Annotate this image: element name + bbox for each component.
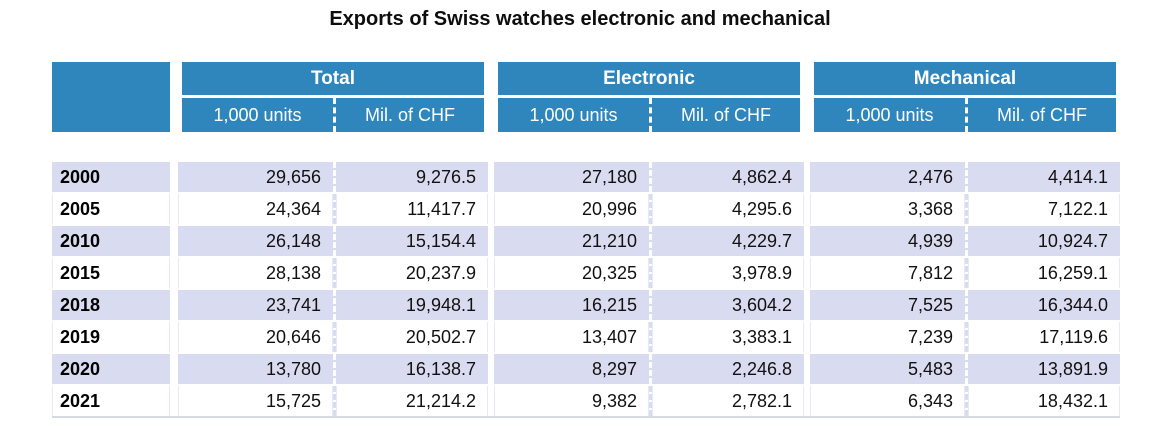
cell-2005-col3: 4,295.6 bbox=[649, 194, 804, 224]
cell-2015-col5: 16,259.1 bbox=[965, 258, 1120, 288]
cell-2018-col0: 23,741 bbox=[178, 290, 333, 320]
cell-2010-col1: 15,154.4 bbox=[333, 226, 488, 256]
group-header-electronic: Electronic bbox=[498, 62, 800, 95]
cell-2015-col0: 28,138 bbox=[178, 258, 333, 288]
cell-2010-col3: 4,229.7 bbox=[649, 226, 804, 256]
cell-2010-col4: 4,939 bbox=[810, 226, 965, 256]
cell-2015-col2: 20,325 bbox=[494, 258, 649, 288]
row-year-2000: 2000 bbox=[52, 162, 170, 192]
row-year-2005: 2005 bbox=[52, 194, 170, 224]
cell-2000-col5: 4,414.1 bbox=[965, 162, 1120, 192]
row-year-2018: 2018 bbox=[52, 290, 170, 320]
subheader-total-chf: Mil. of CHF bbox=[333, 98, 484, 132]
row-year-2010: 2010 bbox=[52, 226, 170, 256]
cell-2000-col4: 2,476 bbox=[810, 162, 965, 192]
cell-2010-col0: 26,148 bbox=[178, 226, 333, 256]
table-bottom-border bbox=[52, 416, 1120, 418]
exports-table: Total Electronic Mechanical 1,000 units … bbox=[52, 62, 1120, 418]
group-header-total: Total bbox=[182, 62, 484, 95]
cell-2015-col4: 7,812 bbox=[810, 258, 965, 288]
corner-cell bbox=[52, 62, 170, 132]
page-title: Exports of Swiss watches electronic and … bbox=[329, 8, 831, 30]
cell-2021-col5: 18,432.1 bbox=[965, 386, 1120, 416]
table-header: Total Electronic Mechanical 1,000 units … bbox=[52, 62, 1120, 132]
cell-2015-col1: 20,237.9 bbox=[333, 258, 488, 288]
cell-2005-col5: 7,122.1 bbox=[965, 194, 1120, 224]
subheader-mechanical-units: 1,000 units bbox=[814, 98, 965, 132]
cell-2018-col2: 16,215 bbox=[494, 290, 649, 320]
cell-2005-col2: 20,996 bbox=[494, 194, 649, 224]
cell-2020-col4: 5,483 bbox=[810, 354, 965, 384]
cell-2021-col1: 21,214.2 bbox=[333, 386, 488, 416]
cell-2010-col5: 10,924.7 bbox=[965, 226, 1120, 256]
cell-2020-col2: 8,297 bbox=[494, 354, 649, 384]
cell-2019-col5: 17,119.6 bbox=[965, 322, 1120, 352]
cell-2005-col4: 3,368 bbox=[810, 194, 965, 224]
cell-2019-col0: 20,646 bbox=[178, 322, 333, 352]
cell-2019-col2: 13,407 bbox=[494, 322, 649, 352]
cell-2018-col1: 19,948.1 bbox=[333, 290, 488, 320]
cell-2020-col0: 13,780 bbox=[178, 354, 333, 384]
cell-2019-col4: 7,239 bbox=[810, 322, 965, 352]
cell-2000-col3: 4,862.4 bbox=[649, 162, 804, 192]
cell-2021-col0: 15,725 bbox=[178, 386, 333, 416]
cell-2000-col1: 9,276.5 bbox=[333, 162, 488, 192]
cell-2018-col4: 7,525 bbox=[810, 290, 965, 320]
row-year-2019: 2019 bbox=[52, 322, 170, 352]
cell-2010-col2: 21,210 bbox=[494, 226, 649, 256]
cell-2021-col4: 6,343 bbox=[810, 386, 965, 416]
cell-2005-col1: 11,417.7 bbox=[333, 194, 488, 224]
subheader-electronic-chf: Mil. of CHF bbox=[649, 98, 800, 132]
cell-2019-col3: 3,383.1 bbox=[649, 322, 804, 352]
group-header-mechanical: Mechanical bbox=[814, 62, 1116, 95]
cell-2015-col3: 3,978.9 bbox=[649, 258, 804, 288]
cell-2018-col5: 16,344.0 bbox=[965, 290, 1120, 320]
cell-2021-col3: 2,782.1 bbox=[649, 386, 804, 416]
subheader-electronic-units: 1,000 units bbox=[498, 98, 649, 132]
cell-2000-col0: 29,656 bbox=[178, 162, 333, 192]
row-year-2015: 2015 bbox=[52, 258, 170, 288]
subheader-total-units: 1,000 units bbox=[182, 98, 333, 132]
table-body: 2000 29,656 9,276.5 27,180 4,862.4 2,476 4,414… bbox=[52, 162, 1120, 416]
cell-2021-col2: 9,382 bbox=[494, 386, 649, 416]
cell-2000-col2: 27,180 bbox=[494, 162, 649, 192]
row-year-2020: 2020 bbox=[52, 354, 170, 384]
row-year-2021: 2021 bbox=[52, 386, 170, 416]
cell-2020-col5: 13,891.9 bbox=[965, 354, 1120, 384]
cell-2020-col3: 2,246.8 bbox=[649, 354, 804, 384]
cell-2018-col3: 3,604.2 bbox=[649, 290, 804, 320]
cell-2005-col0: 24,364 bbox=[178, 194, 333, 224]
subheader-mechanical-chf: Mil. of CHF bbox=[965, 98, 1116, 132]
cell-2020-col1: 16,138.7 bbox=[333, 354, 488, 384]
cell-2019-col1: 20,502.7 bbox=[333, 322, 488, 352]
